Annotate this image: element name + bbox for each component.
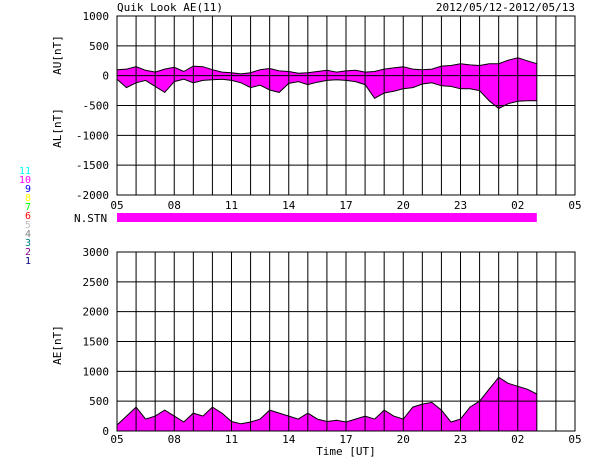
y-tick-label: 500 [89, 395, 109, 408]
nstn-label: N.STN [74, 212, 107, 225]
x-axis-label: Time [UT] [316, 445, 376, 458]
y-tick-label: 0 [102, 70, 109, 83]
plot-frame [116, 251, 576, 432]
nstn-bar [117, 213, 537, 222]
y-tick-label: -2000 [76, 189, 109, 202]
y-tick-label: 2000 [83, 306, 110, 319]
x-tick-label: 14 [282, 433, 296, 446]
ae-axis-label: AE[nT] [51, 325, 64, 365]
bottom-x-tick-labels: 05 08 11 14 17 20 23 02 05 [110, 433, 581, 446]
x-tick-label: 02 [511, 433, 524, 446]
station-legend-item: 1 [25, 256, 31, 267]
y-tick-label: 1500 [83, 336, 110, 349]
y-tick-label: 1000 [83, 10, 110, 23]
y-tick-label: 1000 [83, 365, 110, 378]
y-tick-label: -500 [83, 100, 110, 113]
ae-fill-area [117, 377, 537, 431]
x-tick-label: 05 [110, 199, 123, 212]
x-tick-label: 17 [339, 199, 352, 212]
station-legend-item: 2 [25, 247, 31, 258]
station-legend-item: 8 [25, 193, 31, 204]
x-tick-label: 20 [397, 199, 410, 212]
station-legend-item: 6 [25, 211, 31, 222]
x-tick-label: 11 [225, 433, 238, 446]
ae-panel: 3000 2500 2000 1500 1000 500 0 AE[nT] [51, 246, 576, 438]
au-al-panel: 1000 500 0 -500 -1000 -1500 -2000 AU[nT] AL[nT… [51, 10, 576, 202]
x-tick-label: 17 [339, 433, 352, 446]
x-tick-label: 02 [511, 199, 524, 212]
au-al-fill-area [117, 57, 537, 109]
station-legend-item: 9 [25, 184, 31, 195]
x-tick-label: 05 [110, 433, 123, 446]
plot-frame [116, 15, 576, 196]
date-range: 2012/05/12-2012/05/13 [436, 1, 575, 14]
x-tick-label: 08 [168, 199, 181, 212]
x-tick-label: 20 [397, 433, 410, 446]
station-legend-item: 11 [19, 166, 31, 177]
y-tick-label: -1500 [76, 159, 109, 172]
chart-title: Quik Look AE(11) [117, 1, 223, 14]
top-x-tick-labels: 05 08 11 14 17 20 23 02 05 [110, 199, 581, 212]
x-tick-label: 23 [454, 433, 467, 446]
station-legend-item: 5 [25, 220, 31, 231]
y-tick-label: 2500 [83, 276, 110, 289]
al-axis-label: AL[nT] [51, 108, 64, 148]
y-tick-label: 3000 [83, 246, 110, 259]
y-tick-label: -1000 [76, 129, 109, 142]
au-axis-label: AU[nT] [51, 35, 64, 75]
x-tick-label: 11 [225, 199, 238, 212]
y-tick-label: 0 [102, 425, 109, 438]
x-tick-label: 05 [568, 433, 581, 446]
x-tick-label: 23 [454, 199, 467, 212]
y-tick-label: 500 [89, 40, 109, 53]
station-legend-item: 4 [25, 229, 31, 240]
station-legend-item: 3 [25, 238, 31, 249]
x-tick-label: 14 [282, 199, 296, 212]
x-tick-label: 08 [168, 433, 181, 446]
x-tick-label: 05 [568, 199, 581, 212]
station-legend-item: 7 [25, 202, 31, 213]
station-legend-item: 10 [19, 175, 31, 186]
